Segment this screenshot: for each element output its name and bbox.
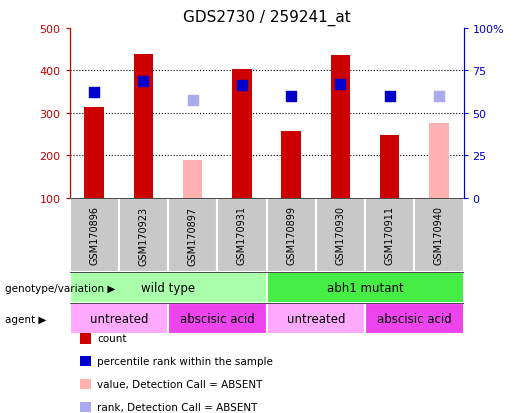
Text: untreated: untreated [90, 313, 148, 325]
Text: GSM170931: GSM170931 [237, 206, 247, 265]
Bar [168, 198, 217, 273]
Bar [380, 135, 400, 198]
Bar [84, 108, 104, 198]
Bar [316, 198, 365, 273]
Text: value, Detection Call = ABSENT: value, Detection Call = ABSENT [97, 379, 263, 389]
Point [139, 78, 147, 85]
Bar [365, 304, 464, 335]
Bar [168, 304, 267, 335]
Point [435, 93, 443, 100]
Bar [70, 304, 168, 335]
Point [287, 93, 295, 100]
Bar [70, 273, 267, 304]
Bar [281, 132, 301, 198]
Bar [267, 273, 464, 304]
Text: abh1 mutant: abh1 mutant [327, 282, 403, 294]
Bar [267, 198, 316, 273]
Text: wild type: wild type [141, 282, 195, 294]
Bar [267, 304, 365, 335]
Text: GSM170899: GSM170899 [286, 206, 296, 265]
Text: abscisic acid: abscisic acid [180, 313, 254, 325]
Point [336, 81, 345, 88]
Text: GSM170897: GSM170897 [187, 206, 198, 265]
Text: untreated: untreated [286, 313, 345, 325]
Bar [365, 198, 414, 273]
Text: percentile rank within the sample: percentile rank within the sample [97, 356, 273, 366]
Bar [414, 198, 464, 273]
Text: rank, Detection Call = ABSENT: rank, Detection Call = ABSENT [97, 402, 258, 412]
Text: abscisic acid: abscisic acid [377, 313, 452, 325]
Bar [429, 124, 449, 198]
Bar [217, 198, 267, 273]
Bar [119, 198, 168, 273]
Point [238, 83, 246, 89]
Point [386, 93, 394, 100]
Point [90, 89, 98, 96]
Title: GDS2730 / 259241_at: GDS2730 / 259241_at [183, 10, 350, 26]
Text: GSM170940: GSM170940 [434, 206, 444, 265]
Bar [133, 55, 153, 198]
Text: GSM170896: GSM170896 [89, 206, 99, 265]
Text: count: count [97, 334, 127, 344]
Bar [232, 70, 252, 198]
Text: GSM170911: GSM170911 [385, 206, 394, 265]
Text: genotype/variation ▶: genotype/variation ▶ [5, 283, 115, 293]
Bar [183, 160, 202, 198]
Bar [331, 56, 350, 198]
Text: agent ▶: agent ▶ [5, 314, 46, 324]
Bar [70, 198, 119, 273]
Text: GSM170923: GSM170923 [139, 206, 148, 265]
Point [188, 97, 197, 104]
Text: GSM170930: GSM170930 [335, 206, 346, 265]
